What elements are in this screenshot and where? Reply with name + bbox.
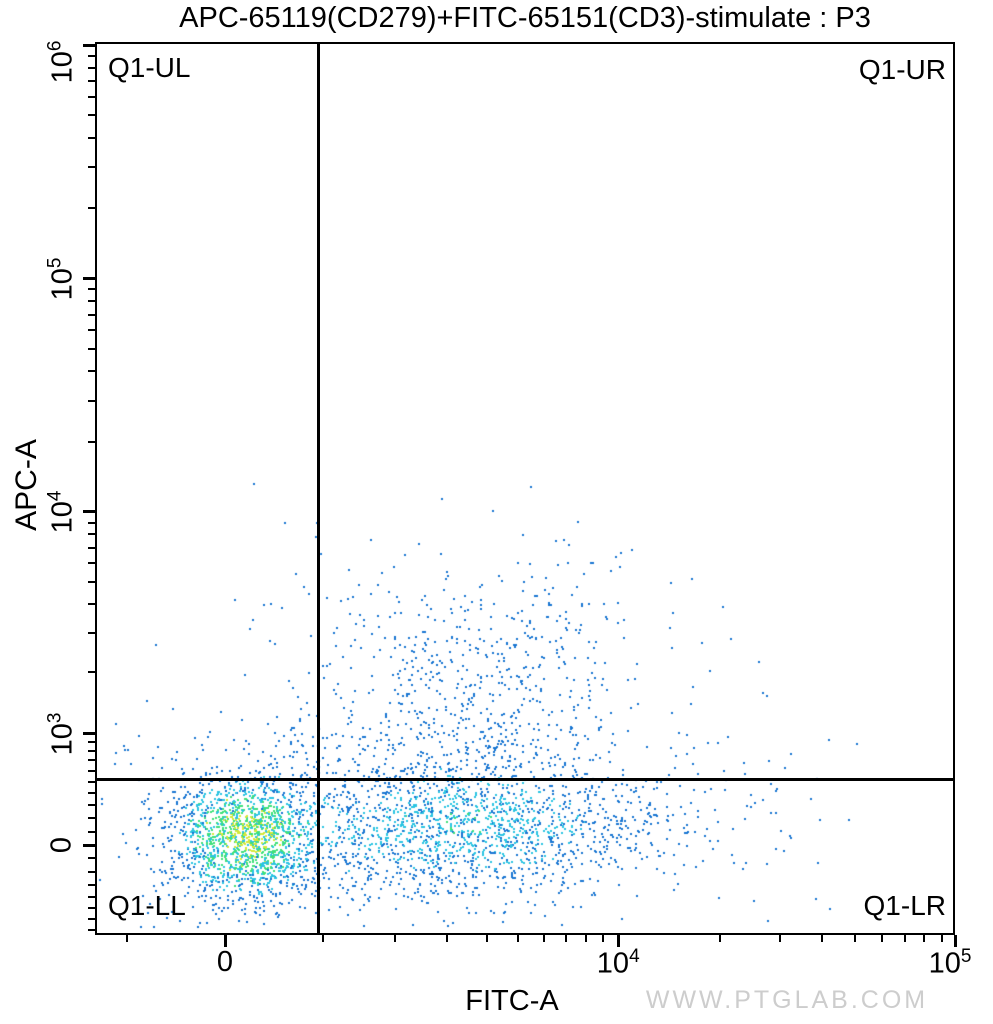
axis-tick [88,670,95,673]
axis-tick [88,329,95,332]
y-axis-title: APC-A [10,439,43,531]
watermark: WWW.PTGLAB.COM [645,986,929,1014]
axis-tick [88,300,95,303]
axis-tick [88,440,95,443]
axis-tick [223,935,227,947]
x-axis-title: FITC-A [465,985,559,1017]
axis-tick [88,857,95,860]
axis-tick [88,928,95,931]
axis-tick [88,521,95,524]
axis-tick [485,935,488,942]
axis-tick [88,603,95,606]
axis-tick [88,918,95,921]
quadrant-label-upper-left: Q1-UL [108,52,191,83]
axis-tick [88,313,95,316]
axis-tick [88,562,95,565]
tick-label: 106 [44,40,79,84]
scatter-canvas [95,42,955,935]
chart-title: APC-65119(CD279)+FITC-65151(CD3)-stimula… [179,2,871,34]
axis-tick [880,935,883,942]
axis-tick [88,347,95,350]
quadrant-label-lower-left: Q1-LL [108,890,186,921]
axis-tick [718,935,721,942]
axis-tick [88,288,95,291]
axis-tick [88,817,95,820]
axis-tick [940,935,943,942]
axis-tick [88,907,95,910]
axis-tick [601,935,604,942]
axis-tick [88,166,95,169]
tick-label: 104 [44,490,79,534]
axis-tick [322,935,325,942]
axis-tick [88,740,95,743]
axis-tick [88,631,95,634]
quadrant-gate-vertical-line [317,42,321,935]
axis-tick [88,137,95,139]
axis-tick [821,935,824,942]
tick-label: 0 [216,946,234,978]
quadrant-label-upper-right: Q1-UR [858,54,946,85]
axis-tick [88,792,95,795]
tick-label: 0 [45,836,78,854]
axis-tick [88,66,95,69]
axis-tick [83,510,95,514]
axis-tick [125,935,128,942]
axis-tick [584,935,587,942]
axis-tick [83,43,95,47]
axis-tick [88,769,95,772]
axis-tick [88,80,95,83]
axis-tick [778,935,781,942]
axis-tick [953,935,957,947]
axis-tick [88,370,95,373]
axis-tick [88,114,95,117]
axis-tick [88,207,95,210]
axis-tick [854,935,857,942]
axis-tick [88,399,95,402]
axis-tick [517,935,519,942]
axis-tick [88,759,95,762]
axis-tick [88,895,95,898]
axis-tick [88,749,95,752]
quadrant-label-lower-right: Q1-LR [863,890,946,921]
axis-tick [88,54,95,57]
axis-tick [88,883,95,886]
quadrant-gate-horizontal-line [95,777,955,781]
axis-tick [88,546,95,549]
axis-tick [88,870,95,873]
axis-tick [88,533,95,536]
tick-label: 103 [44,712,79,756]
axis-tick [565,935,568,942]
axis-tick [543,935,546,942]
axis-tick [88,95,95,98]
axis-tick [88,830,95,833]
tick-label: 105 [928,946,972,980]
axis-tick [394,935,397,942]
axis-tick [83,277,95,281]
axis-tick [446,935,449,942]
axis-tick [88,580,95,583]
axis-tick [923,935,926,942]
tick-label: 104 [596,946,640,980]
axis-tick [88,804,95,807]
axis-tick [83,843,95,847]
axis-tick [88,780,95,783]
tick-label: 105 [44,257,79,300]
axis-tick [616,935,620,947]
axis-tick [903,935,906,942]
axis-tick [83,732,95,736]
